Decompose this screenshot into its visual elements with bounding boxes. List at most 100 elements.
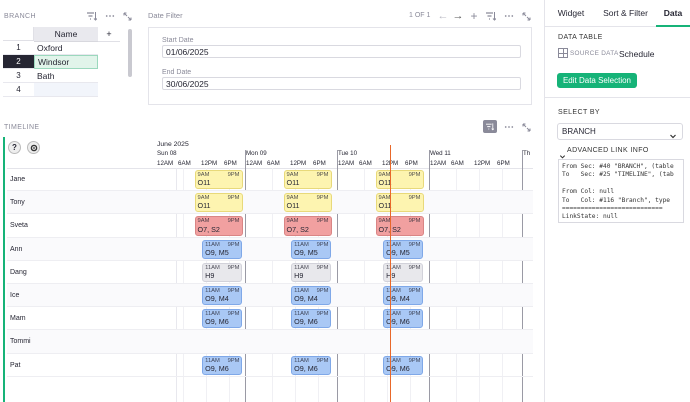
shift-block[interactable]: 9AM 9PM O11 [375,170,424,190]
advanced-link-info-label[interactable]: ADVANCED LINK INFO [567,147,649,154]
branch-name-cell[interactable] [34,83,98,97]
branch-name-cell[interactable]: Oxford [34,41,98,55]
shift-block[interactable]: 11AM 9PM O9, M6 [202,309,243,329]
shift-end: 9PM [316,241,329,248]
employee-name[interactable]: Jane [10,176,26,184]
employee-name[interactable]: Sveta [10,222,28,230]
shift-block[interactable]: 11AM 9PM O9, M5 [291,239,332,259]
row-number[interactable]: 3 [3,69,34,83]
shift-block[interactable]: 11AM 9PM H9 [291,262,332,282]
shift-block[interactable]: 11AM 9PM O9, M5 [383,239,424,259]
hour-label: 6PM [313,160,326,167]
add-record-icon[interactable]: + [470,9,478,23]
shift-block[interactable]: 11AM 9PM O9, M5 [202,239,243,259]
employee-name[interactable]: Dang [10,268,27,276]
help-icon[interactable]: ? [8,141,21,154]
shift-label: O11 [378,201,392,211]
data-table-label: DATA TABLE [558,34,603,41]
timeline-row [7,191,533,215]
shift-label: O9, M6 [386,317,410,327]
employee-name[interactable]: Pat [10,361,21,369]
shift-block[interactable]: 9AM 9PM O7, S2 [375,216,424,236]
df-more-icon[interactable]: ⋯ [504,10,514,22]
shift-end: 9PM [408,241,421,248]
shift-block[interactable]: 9AM 9PM O11 [283,170,332,190]
row-number[interactable]: 4 [3,83,34,97]
tab-sort-filter[interactable]: Sort & Filter [603,8,648,18]
select-by-value: BRANCH [562,127,596,136]
branch-scrollbar[interactable] [128,29,132,77]
shift-end: 9PM [316,218,329,225]
shift-label: O7, S2 [197,224,220,234]
day-divider [245,150,246,402]
select-by-dropdown[interactable]: BRANCH [557,123,683,140]
shift-block[interactable]: 9AM 9PM O11 [375,193,424,213]
shift-block[interactable]: 9AM 9PM O7, S2 [283,216,332,236]
df-expand-icon[interactable] [520,10,532,22]
branch-name-cell[interactable]: Bath [34,69,98,83]
timeline-row [7,214,533,238]
shift-block[interactable]: 11AM 9PM O9, M6 [202,355,243,375]
end-date-field[interactable]: 30/06/2025 [162,77,521,90]
hour-label: 12PM [474,160,491,167]
shift-start: 11AM [294,264,309,271]
shift-label: O7, S2 [378,224,401,234]
shift-label: O11 [197,201,211,211]
shift-block[interactable]: 9AM 9PM O11 [283,193,332,213]
shift-end: 9PM [227,288,240,294]
employee-name[interactable]: Ice [10,292,20,300]
shift-block[interactable]: 11AM 9PM O9, M4 [291,286,332,306]
sort-filter-icon[interactable] [86,10,98,22]
tab-widget[interactable]: Widget [557,8,585,18]
shift-label: O9, M6 [386,363,410,373]
shift-end: 9PM [408,195,421,202]
date-filter-card: Start Date 01/06/2025 End Date 30/06/202… [148,27,532,105]
employee-name[interactable]: Tony [10,199,25,207]
shift-block[interactable]: 11AM 9PM O9, M6 [383,355,424,375]
expand-icon[interactable] [121,10,133,22]
tabs-underline [545,26,690,27]
df-filter-icon[interactable] [485,10,497,22]
shift-block[interactable]: 11AM 9PM O9, M6 [383,309,424,329]
more-options-icon[interactable]: ⋯ [105,10,115,22]
shift-block[interactable]: 9AM 9PM O11 [194,193,243,213]
timeline-filter-button[interactable] [483,120,497,133]
employee-name[interactable]: Tommi [10,338,31,346]
shift-label: O11 [378,178,392,188]
shift-block[interactable]: 11AM 9PM O9, M6 [291,355,332,375]
shift-start: 11AM [386,264,401,271]
employee-name[interactable]: Ann [10,245,23,253]
settings-icon[interactable] [27,141,40,154]
shift-block[interactable]: 11AM 9PM O9, M6 [291,309,332,329]
shift-block[interactable]: 11AM 9PM H9 [202,262,243,282]
branch-name-cell[interactable]: Windsor [34,55,98,69]
hour-label: 6PM [224,160,237,167]
link-info-line [562,180,674,188]
shift-start: 9AM [197,218,210,225]
edit-data-selection-button[interactable]: Edit Data Selection [557,73,637,88]
next-record-icon[interactable]: → [452,10,464,22]
employee-name[interactable]: Mam [10,315,26,323]
shift-end: 9PM [316,288,329,294]
start-date-field[interactable]: 01/06/2025 [162,45,521,58]
row-number[interactable]: 2 [3,55,34,69]
hour-label: 12AM [338,160,355,167]
timeline-expand-icon[interactable] [520,121,532,133]
timeline-row [7,330,533,354]
shift-block[interactable]: 11AM 9PM O9, M4 [202,286,243,306]
shift-block[interactable]: 11AM 9PM O9, M4 [383,286,424,306]
hour-label: 12AM [157,160,174,167]
shift-block[interactable]: 9AM 9PM O11 [194,170,243,190]
timeline-more-icon[interactable]: ⋯ [504,121,514,133]
prev-record-icon[interactable]: ← [437,10,449,22]
source-data-label: SOURCE DATA [570,50,619,57]
shift-end: 9PM [227,195,240,202]
tab-data[interactable]: Data [663,8,683,18]
advanced-chevron-icon[interactable] [559,147,566,165]
shift-start: 11AM [205,311,220,318]
shift-block[interactable]: 9AM 9PM O7, S2 [194,216,243,236]
column-header-name[interactable]: Name [34,27,98,42]
add-column-button[interactable]: + [98,27,120,42]
shift-start: 11AM [205,288,220,294]
row-number[interactable]: 1 [3,41,34,55]
